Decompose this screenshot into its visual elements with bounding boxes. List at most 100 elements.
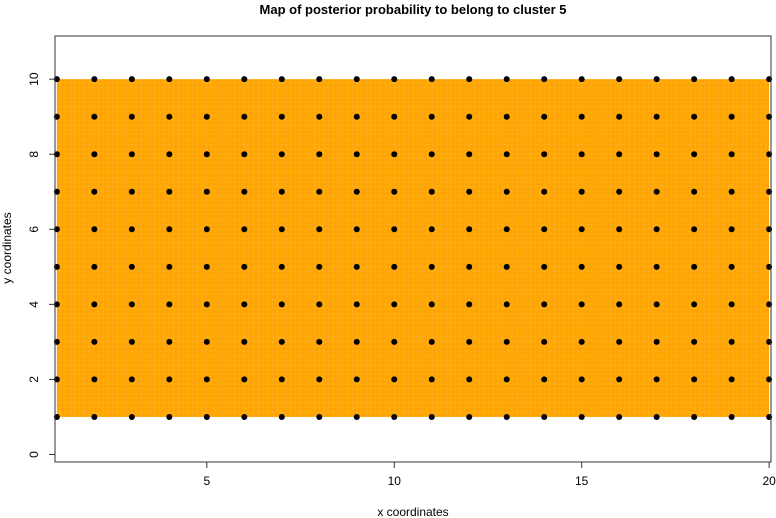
data-point (316, 76, 323, 83)
data-point (278, 263, 285, 270)
data-point (166, 113, 173, 120)
probability-region (56, 79, 770, 418)
data-point (203, 226, 210, 233)
data-point (241, 301, 248, 308)
data-point (691, 301, 698, 308)
data-point (91, 413, 98, 420)
data-point (278, 413, 285, 420)
data-point (578, 151, 585, 158)
data-point (203, 413, 210, 420)
data-point (466, 301, 473, 308)
y-tick-label: 6 (27, 226, 41, 233)
data-point (728, 301, 735, 308)
data-point (503, 151, 510, 158)
data-point (653, 151, 660, 158)
data-point (278, 376, 285, 383)
data-point (466, 226, 473, 233)
data-point (728, 76, 735, 83)
data-point (241, 76, 248, 83)
data-point (616, 226, 623, 233)
data-point (278, 151, 285, 158)
data-point (91, 338, 98, 345)
data-point (166, 151, 173, 158)
data-point (316, 413, 323, 420)
data-point (91, 76, 98, 83)
data-point (616, 376, 623, 383)
data-point (653, 413, 660, 420)
data-point (353, 113, 360, 120)
data-point (391, 188, 398, 195)
data-point (128, 413, 135, 420)
data-point (91, 188, 98, 195)
x-tick-label: 15 (575, 474, 589, 488)
data-point (466, 76, 473, 83)
data-point (541, 113, 548, 120)
data-point (728, 226, 735, 233)
data-point (578, 376, 585, 383)
data-point (128, 226, 135, 233)
data-point (616, 263, 623, 270)
data-point (353, 376, 360, 383)
data-point (503, 113, 510, 120)
data-point (203, 151, 210, 158)
data-point (316, 263, 323, 270)
data-point (428, 301, 435, 308)
data-point (691, 376, 698, 383)
data-point (616, 188, 623, 195)
data-point (428, 413, 435, 420)
data-point (241, 413, 248, 420)
data-point (503, 376, 510, 383)
data-point (578, 301, 585, 308)
data-point (353, 301, 360, 308)
data-point (128, 188, 135, 195)
data-point (353, 338, 360, 345)
data-point (578, 226, 585, 233)
data-point (466, 338, 473, 345)
data-point (128, 376, 135, 383)
data-point (353, 263, 360, 270)
data-point (316, 338, 323, 345)
data-point (616, 301, 623, 308)
data-point (428, 376, 435, 383)
data-point (316, 113, 323, 120)
data-point (166, 263, 173, 270)
data-point (616, 113, 623, 120)
data-point (316, 226, 323, 233)
data-point (466, 263, 473, 270)
data-point (541, 188, 548, 195)
data-point (353, 188, 360, 195)
data-point (278, 113, 285, 120)
data-point (691, 113, 698, 120)
chart-title: Map of posterior probability to belong t… (260, 2, 567, 17)
data-point (316, 151, 323, 158)
data-point (578, 263, 585, 270)
data-point (203, 338, 210, 345)
data-point (466, 376, 473, 383)
data-point (541, 301, 548, 308)
data-point (91, 226, 98, 233)
data-point (428, 151, 435, 158)
data-point (578, 188, 585, 195)
data-point (241, 338, 248, 345)
y-tick-label: 10 (27, 72, 41, 86)
data-point (391, 338, 398, 345)
data-point (128, 113, 135, 120)
data-point (428, 113, 435, 120)
data-point (691, 76, 698, 83)
y-axis-label: y coordinates (0, 212, 14, 283)
data-point (91, 151, 98, 158)
x-axis: 5 10 15 20 (203, 462, 776, 488)
data-point (691, 413, 698, 420)
data-point (241, 151, 248, 158)
data-point (466, 413, 473, 420)
data-point (166, 188, 173, 195)
data-point (541, 226, 548, 233)
x-tick-label: 5 (203, 474, 210, 488)
data-point (241, 113, 248, 120)
data-point (653, 376, 660, 383)
data-point (653, 188, 660, 195)
data-point (203, 376, 210, 383)
data-point (278, 338, 285, 345)
points (53, 76, 773, 420)
